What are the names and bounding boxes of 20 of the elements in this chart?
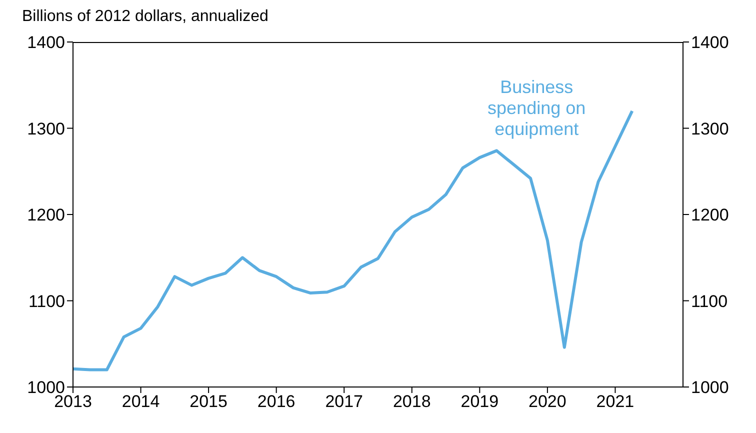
- series-label: Business spending on equipment: [486, 76, 587, 140]
- y2-tick-label: 1200: [691, 206, 729, 225]
- y2-tick-label: 1300: [691, 119, 729, 138]
- x-tick-label: 2017: [325, 392, 364, 412]
- y2-tick-label: 1100: [691, 292, 728, 311]
- x-tick-label: 2021: [596, 392, 634, 412]
- y-axis-title: Billions of 2012 dollars, annualized: [22, 8, 268, 26]
- y-tick-label: 1200: [27, 206, 65, 225]
- y2-tick-label: 1400: [691, 33, 729, 52]
- y-tick-label: 1300: [27, 119, 65, 138]
- y-tick-label: 1100: [28, 292, 65, 311]
- x-tick-label: 2013: [54, 392, 92, 412]
- x-tick-label: 2014: [122, 392, 160, 412]
- x-tick-label: 2019: [460, 392, 499, 412]
- y2-tick-label: 1000: [691, 378, 729, 398]
- x-tick-label: 2020: [528, 392, 566, 412]
- x-tick-label: 2016: [257, 392, 296, 412]
- x-tick-label: 2018: [392, 392, 431, 412]
- x-tick-label: 2015: [190, 392, 228, 412]
- y-tick-label: 1400: [27, 33, 65, 52]
